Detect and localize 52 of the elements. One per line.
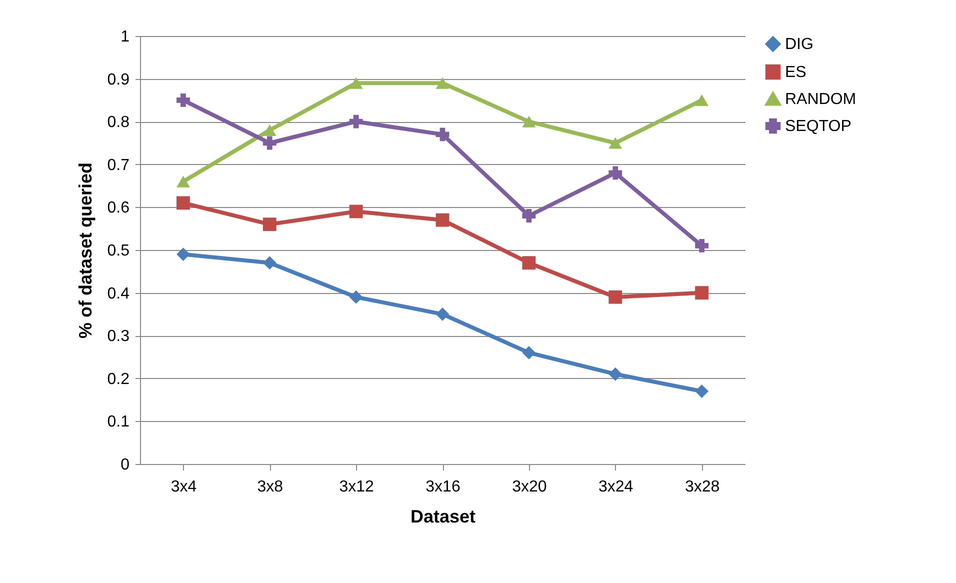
x-tick-label: 3x8: [257, 478, 284, 496]
point: [608, 367, 622, 381]
point: [262, 124, 276, 136]
point: [262, 218, 276, 232]
point: [522, 346, 536, 360]
y-tick-label: 0.5: [107, 242, 130, 260]
y-axis-title: % of dataset queried: [75, 162, 96, 339]
point: [349, 114, 363, 128]
y-tick-label: 0.7: [107, 156, 130, 174]
x-tick-label: 3x28: [684, 478, 720, 496]
y-tick-label: 1: [120, 28, 130, 46]
y-tick-label: 0.4: [107, 285, 130, 302]
point: [176, 248, 190, 261]
point: [262, 136, 276, 150]
x-tick-label: 3x24: [598, 478, 634, 496]
y-tick-label: 0.1: [107, 414, 130, 431]
y-tick-label: 0.9: [107, 71, 130, 88]
legend-label: ES: [785, 64, 806, 81]
point: [522, 209, 536, 222]
point: [349, 204, 363, 218]
y-tick-label: 0.3: [107, 328, 130, 346]
point: [436, 307, 450, 321]
legend-label: DIG: [785, 36, 814, 53]
point: [262, 256, 276, 270]
point: [436, 77, 450, 89]
point: [349, 77, 363, 89]
x-tick-label: 3x16: [426, 478, 460, 496]
point: [176, 196, 190, 210]
point: [349, 290, 363, 304]
point: [695, 239, 708, 252]
point: [608, 137, 622, 149]
point: [436, 128, 450, 142]
point: [608, 166, 622, 180]
legend-label: SEQTOP: [785, 118, 852, 135]
y-tick-label: 0: [120, 456, 130, 474]
y-tick-label: 0.8: [107, 114, 130, 132]
point: [436, 213, 450, 227]
point: [695, 94, 708, 106]
x-axis-title: Dataset: [410, 506, 476, 526]
x-tick-label: 3x20: [512, 478, 547, 496]
point: [695, 384, 708, 398]
y-tick-label: 0.6: [107, 200, 130, 217]
point: [176, 93, 190, 107]
point: [608, 290, 622, 304]
point: [522, 256, 536, 270]
point: [522, 116, 536, 128]
y-tick-label: 0.2: [107, 370, 130, 388]
legend-label: RANDOM: [785, 91, 856, 108]
x-tick-label: 3x12: [339, 478, 374, 496]
point: [695, 286, 708, 300]
point: [176, 176, 190, 188]
x-tick-label: 3x4: [170, 478, 197, 496]
